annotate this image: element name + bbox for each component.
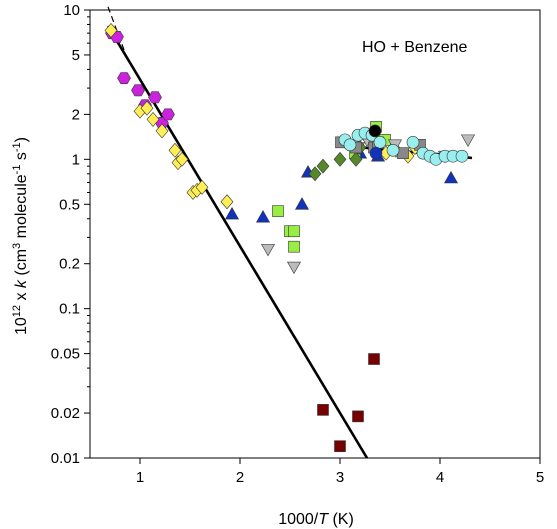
data-point-circle: [368, 124, 382, 138]
y-tick-label: 0.01: [51, 450, 80, 467]
data-point-hexagon: [117, 72, 131, 84]
y-tick-label: 1: [72, 151, 80, 168]
data-point-square: [288, 225, 300, 238]
y-tick-label: 0.1: [59, 301, 80, 318]
data-point-circle: [369, 146, 383, 160]
data-point-square: [334, 440, 346, 452]
x-tick-label: 4: [436, 469, 444, 486]
data-point-diamond: [220, 194, 234, 210]
data-point-diamond: [146, 111, 160, 127]
data-point-diamond: [175, 151, 189, 167]
annotation-label: HO + Benzene: [362, 39, 468, 56]
data-point-diamond: [349, 151, 363, 167]
data-point-triangle-up: [224, 206, 240, 220]
x-tick-label: 2: [236, 469, 244, 486]
data-point-diamond: [104, 22, 118, 38]
data-point-triangle-down: [260, 243, 276, 257]
data-point-triangle-down: [460, 134, 476, 147]
x-tick-label: 1: [136, 469, 144, 486]
data-point-circle: [373, 136, 387, 149]
y-tick-label: 5: [72, 47, 80, 64]
data-point-diamond: [155, 123, 169, 139]
data-point-diamond: [316, 158, 330, 174]
data-point-triangle-up: [443, 170, 459, 184]
data-point-diamond: [308, 166, 322, 182]
x-tick-label: 5: [536, 469, 544, 486]
y-tick-label: 10: [63, 2, 80, 19]
data-point-triangle-up: [255, 210, 271, 223]
y-tick-label: 0.02: [51, 405, 80, 422]
data-point-hexagon: [161, 108, 175, 121]
data-point-diamond: [333, 151, 347, 167]
data-markers: [104, 22, 476, 452]
data-point-square: [317, 404, 329, 416]
y-tick-label: 0.2: [59, 256, 80, 273]
data-point-circle: [406, 136, 420, 149]
data-point-triangle-down: [286, 261, 302, 275]
y-tick-label: 0.05: [51, 346, 80, 363]
y-tick-label: 0.5: [59, 196, 80, 213]
data-point-hexagon: [148, 91, 162, 104]
y-axis-ticks: 0.01 0.02 0.05 0.1 0.2 0.5 1 2 5 10: [51, 2, 90, 467]
data-point-circle: [455, 149, 469, 163]
plot-frame: [89, 9, 541, 459]
data-point-diamond: [168, 142, 182, 158]
x-tick-label: 3: [336, 469, 344, 486]
y-tick-label: 2: [72, 106, 80, 123]
data-point-square: [272, 205, 284, 217]
data-point-circle: [386, 143, 400, 157]
data-point-square: [288, 240, 300, 253]
plot-border: [89, 9, 541, 459]
data-point-square: [368, 353, 380, 365]
x-axis-ticks: 1 2 3 4 5: [136, 458, 544, 486]
data-point-square: [352, 410, 364, 423]
data-point-circle: [343, 138, 357, 152]
y-axis-title: 1012 x k (cm3 molecule-1 s-1): [11, 137, 30, 335]
data-point-hexagon: [131, 84, 145, 97]
data-point-diamond: [140, 100, 154, 116]
data-point-diamond: [195, 179, 209, 195]
data-point-triangle-up: [294, 197, 310, 210]
x-axis-title: 1000/T (K): [278, 511, 354, 528]
